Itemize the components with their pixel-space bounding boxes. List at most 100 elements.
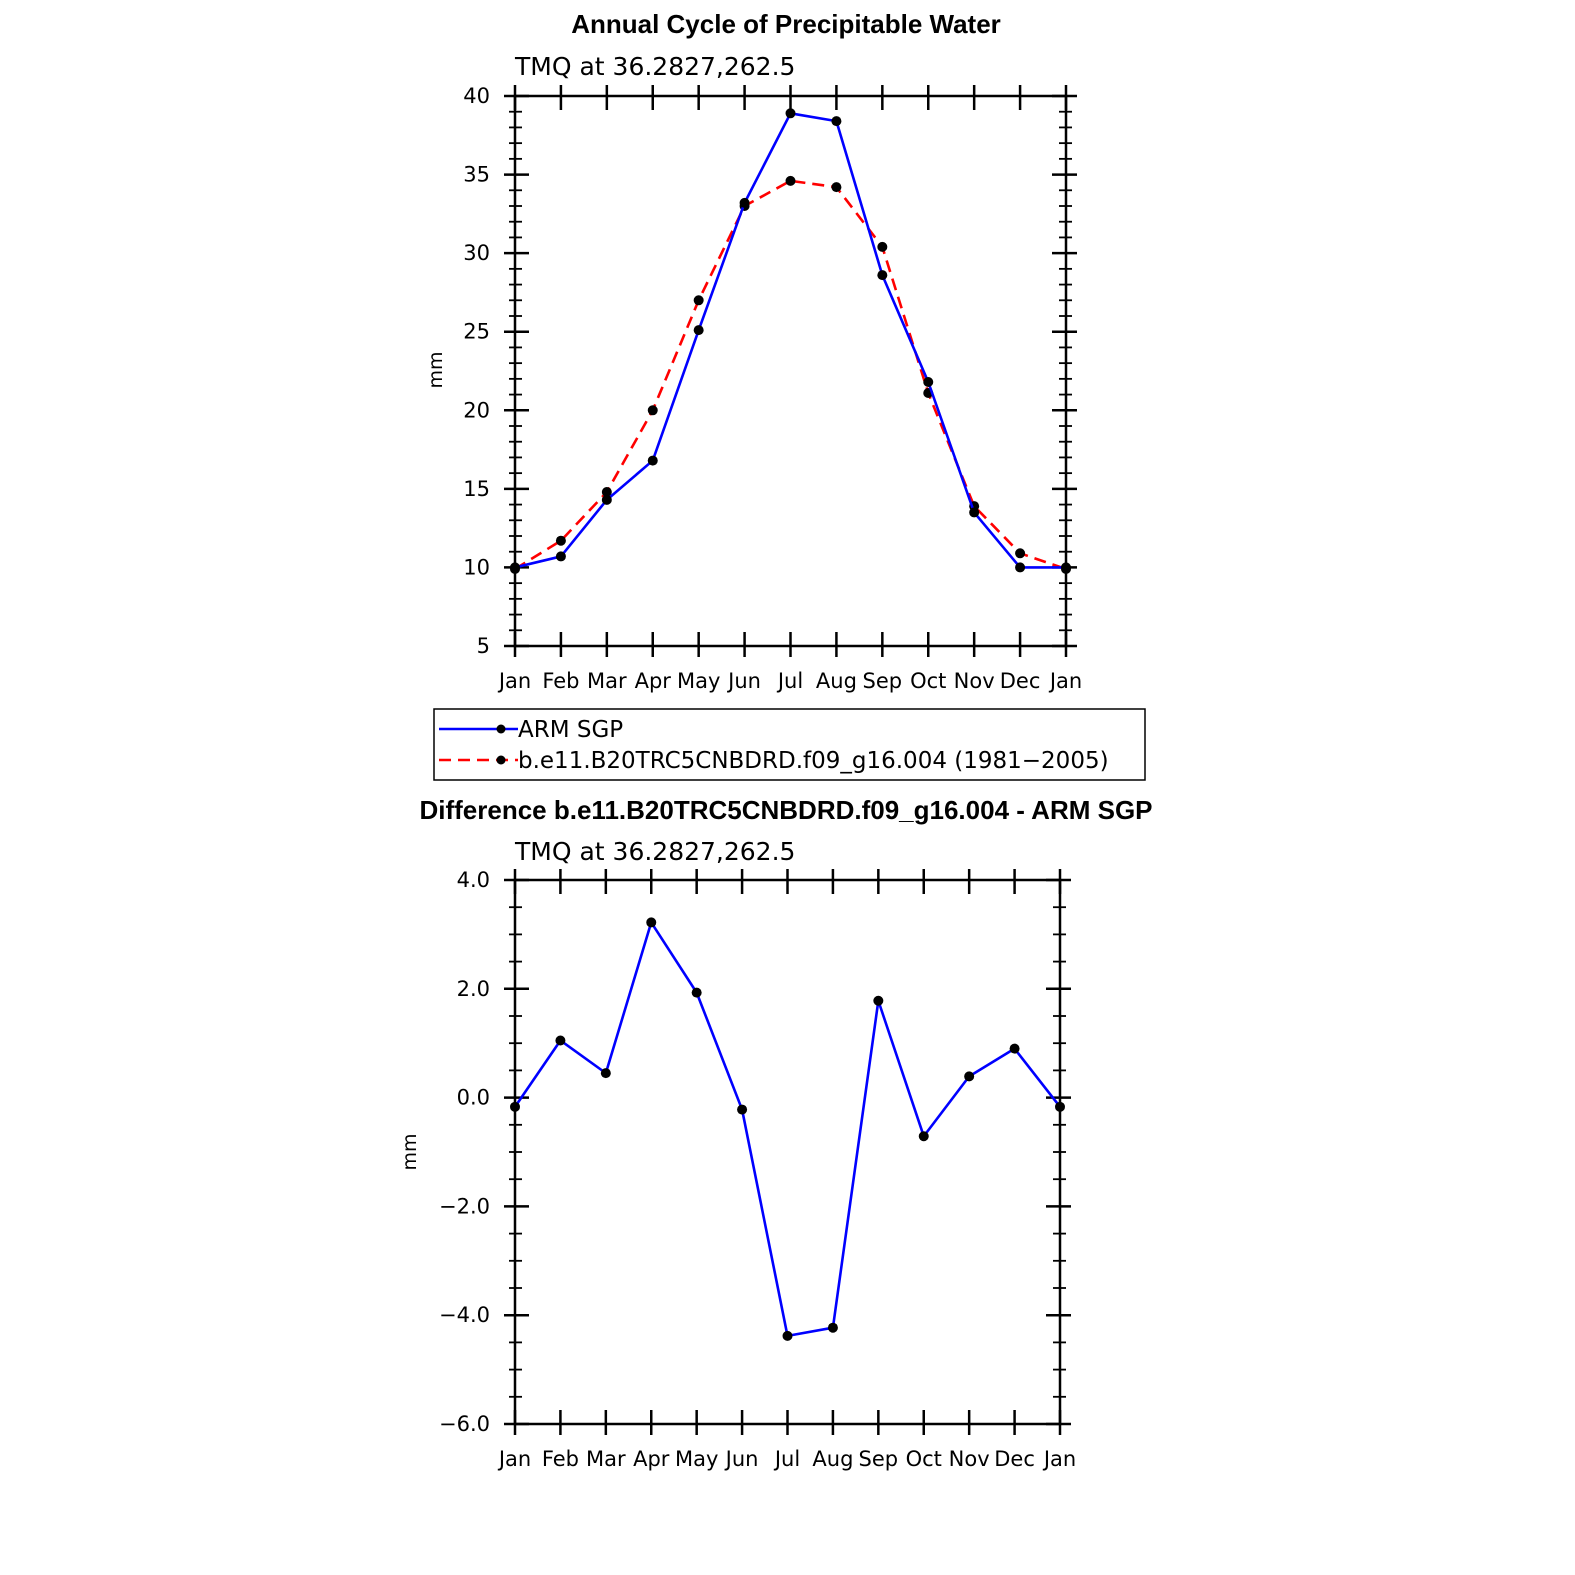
data-point-arm-oct-9 — [923, 377, 934, 387]
y-tick-label: 35 — [463, 163, 490, 187]
data-point-difference-jan-0 — [510, 1101, 520, 1112]
data-point-difference-oct-9 — [918, 1131, 929, 1142]
x-tick-label-nov: Nov — [954, 669, 995, 693]
x-tick-label-may: May — [677, 669, 720, 693]
legend-marker-arm-sgp — [496, 724, 506, 734]
y-tick-labels: 5 10 15 20 25 30 35 40 — [463, 84, 490, 658]
data-point-arm-dec-11 — [1015, 562, 1026, 573]
data-point-difference-jun-5 — [737, 1104, 748, 1115]
y-tick-label: −2.0 — [439, 1194, 490, 1218]
y-tick-label: −6.0 — [439, 1412, 490, 1436]
y-tick-label: 40 — [463, 84, 490, 108]
series-layer — [510, 917, 1065, 1341]
y-tick-label: 4.0 — [457, 868, 490, 892]
data-point-arm-nov-10 — [969, 507, 980, 518]
data-point-arm-mar-2 — [601, 494, 612, 505]
y-tick-label: 10 — [463, 555, 490, 579]
y-axis-label: mm — [399, 1133, 421, 1170]
y-tick-label: 25 — [463, 320, 490, 344]
chart-subtitle: TMQ at 36.2827,262.5 — [514, 52, 795, 81]
legend-entry-arm-sgp: ARM SGP — [439, 717, 623, 743]
x-tick-label-jan: Jan — [1042, 1447, 1076, 1471]
y-tick-label: 15 — [463, 477, 490, 501]
data-point-b-e11-b20trc5cnbdrd-f09-g16-004-aug-7 — [831, 182, 842, 193]
x-tick-label-oct: Oct — [906, 1447, 942, 1471]
chart-annual-cycle: Annual Cycle of Precipitable Water TMQ a… — [425, 9, 1082, 693]
chart-title: Annual Cycle of Precipitable Water — [571, 9, 1001, 39]
data-point-arm-may-4 — [693, 325, 704, 336]
data-point-difference-feb-1 — [555, 1035, 566, 1046]
plot-frame — [513, 878, 1062, 1426]
data-point-difference-apr-3 — [646, 917, 657, 928]
legend-box — [433, 708, 1146, 781]
y-tick-labels: −6.0 −4.0 −2.0 0.0 2.0 4.0 — [439, 868, 490, 1436]
x-tick-label-aug: Aug — [812, 1447, 853, 1471]
y-tick-label: 20 — [463, 398, 490, 422]
series-layer — [510, 108, 1071, 574]
chart-difference: Difference b.e11.B20TRC5CNBDRD.f09_g16.0… — [399, 795, 1153, 1471]
data-point-arm-jan-12 — [1061, 562, 1071, 573]
x-tick-label-feb: Feb — [542, 669, 579, 693]
x-tick-label-sep: Sep — [863, 669, 903, 693]
x-tick-label-jun: Jun — [724, 1447, 759, 1471]
chart-title: Difference b.e11.B20TRC5CNBDRD.f09_g16.0… — [419, 795, 1152, 825]
x-tick-label-may: May — [675, 1447, 718, 1471]
data-point-b-e11-b20trc5cnbdrd-f09-g16-004-mar-2 — [601, 487, 612, 497]
x-tick-label-nov: Nov — [949, 1447, 990, 1471]
data-point-b-e11-b20trc5cnbdrd-f09-g16-004-may-4 — [693, 295, 704, 306]
series-line-difference — [513, 921, 1062, 1338]
legend-entry-model: b.e11.B20TRC5CNBDRD.f09_g16.004 (1981−20… — [439, 748, 1109, 774]
legend-label-model: b.e11.B20TRC5CNBDRD.f09_g16.004 (1981−20… — [518, 748, 1109, 774]
x-tick-label-jan: Jan — [497, 669, 531, 693]
data-point-b-e11-b20trc5cnbdrd-f09-g16-004-sep-8 — [877, 241, 888, 252]
x-tick-label-feb: Feb — [542, 1447, 579, 1471]
data-point-b-e11-b20trc5cnbdrd-f09-g16-004-feb-1 — [555, 535, 566, 546]
data-point-difference-nov-10 — [964, 1071, 975, 1082]
x-tick-label-apr: Apr — [635, 669, 672, 693]
y-tick-label: 2.0 — [457, 977, 490, 1001]
x-tick-label-dec: Dec — [994, 1447, 1035, 1471]
data-point-difference-may-4 — [691, 987, 702, 998]
x-tick-label-aug: Aug — [816, 669, 857, 693]
y-tick-label: 30 — [463, 241, 490, 265]
x-tick-label-jul: Jul — [773, 1447, 800, 1471]
legend-marker-model — [496, 755, 506, 765]
y-tick-label: 5 — [477, 634, 490, 658]
data-point-b-e11-b20trc5cnbdrd-f09-g16-004-dec-11 — [1015, 548, 1026, 559]
axis-ticks — [504, 85, 1077, 657]
x-tick-label-oct: Oct — [910, 669, 946, 693]
x-tick-label-mar: Mar — [587, 669, 627, 693]
chart-subtitle: TMQ at 36.2827,262.5 — [514, 837, 795, 866]
data-point-difference-sep-8 — [873, 995, 884, 1006]
x-tick-labels: Jan Feb Mar Apr May Jun Jul Aug Sep Oct Nov Dec Jan — [497, 669, 1082, 693]
y-tick-label: −4.0 — [439, 1303, 490, 1327]
x-tick-label-dec: Dec — [1000, 669, 1041, 693]
data-point-arm-feb-1 — [555, 551, 566, 562]
legend-label-arm-sgp: ARM SGP — [518, 717, 623, 743]
data-point-b-e11-b20trc5cnbdrd-f09-g16-004-jul-6 — [785, 175, 796, 186]
data-point-arm-sep-8 — [877, 270, 888, 281]
legend: ARM SGP b.e11.B20TRC5CNBDRD.f09_g16.004 … — [433, 708, 1146, 781]
data-point-arm-apr-3 — [647, 455, 658, 466]
x-tick-label-jul: Jul — [776, 669, 803, 693]
x-tick-label-mar: Mar — [586, 1447, 626, 1471]
x-tick-label-apr: Apr — [633, 1447, 670, 1471]
x-tick-label-sep: Sep — [859, 1447, 899, 1471]
y-tick-label: 0.0 — [457, 1086, 490, 1110]
data-point-arm-aug-7 — [831, 116, 842, 127]
axis-ticks — [504, 869, 1071, 1435]
data-point-b-e11-b20trc5cnbdrd-f09-g16-004-apr-3 — [647, 405, 658, 416]
x-tick-label-jan: Jan — [1048, 669, 1082, 693]
x-tick-labels: Jan Feb Mar Apr May Jun Jul Aug Sep Oct Nov Dec Jan — [497, 1447, 1076, 1471]
y-axis-label: mm — [425, 351, 447, 388]
data-point-difference-mar-2 — [600, 1068, 611, 1079]
data-point-arm-jan-0 — [510, 562, 520, 573]
data-point-difference-jan-12 — [1055, 1101, 1065, 1112]
data-point-difference-aug-7 — [827, 1322, 838, 1333]
data-point-arm-jun-5 — [739, 197, 750, 208]
data-point-difference-jul-6 — [782, 1330, 793, 1341]
data-point-arm-jul-6 — [785, 108, 796, 119]
data-point-difference-dec-11 — [1009, 1043, 1020, 1054]
x-tick-label-jun: Jun — [726, 669, 761, 693]
